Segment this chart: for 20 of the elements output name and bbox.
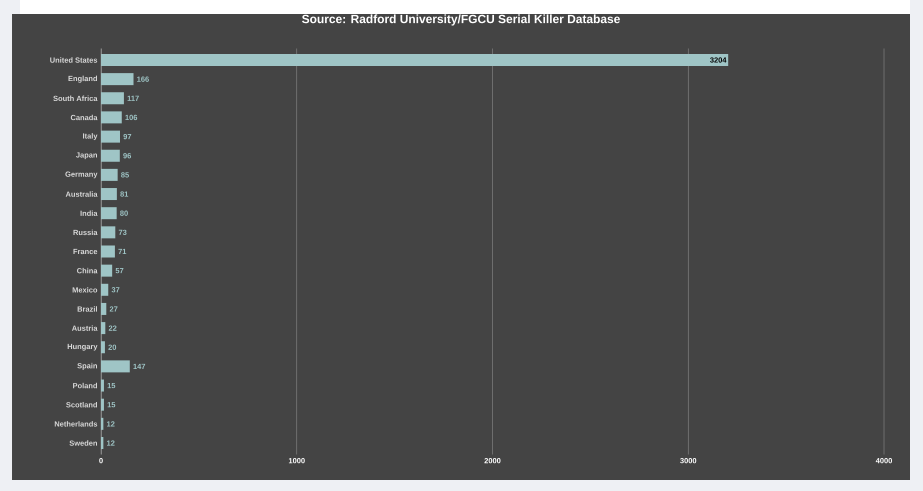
bar bbox=[101, 168, 118, 181]
bar bbox=[101, 284, 108, 296]
bar bbox=[101, 73, 134, 86]
bar bbox=[101, 302, 106, 315]
bar bbox=[101, 150, 120, 162]
bar bbox=[101, 398, 104, 411]
bar bbox=[101, 207, 117, 220]
bar bbox=[101, 264, 112, 277]
bar bbox=[101, 188, 117, 200]
bar bbox=[101, 130, 120, 143]
bar bbox=[101, 111, 122, 124]
bar bbox=[101, 245, 115, 258]
bar bbox=[101, 226, 116, 238]
bar bbox=[101, 54, 728, 66]
chart-title: Source: Radford University/FGCU Serial Killer Database bbox=[302, 14, 620, 26]
bar bbox=[101, 380, 104, 392]
bar bbox=[101, 322, 106, 334]
bar bbox=[101, 341, 105, 354]
bar bbox=[101, 360, 130, 372]
bar bbox=[101, 92, 124, 104]
